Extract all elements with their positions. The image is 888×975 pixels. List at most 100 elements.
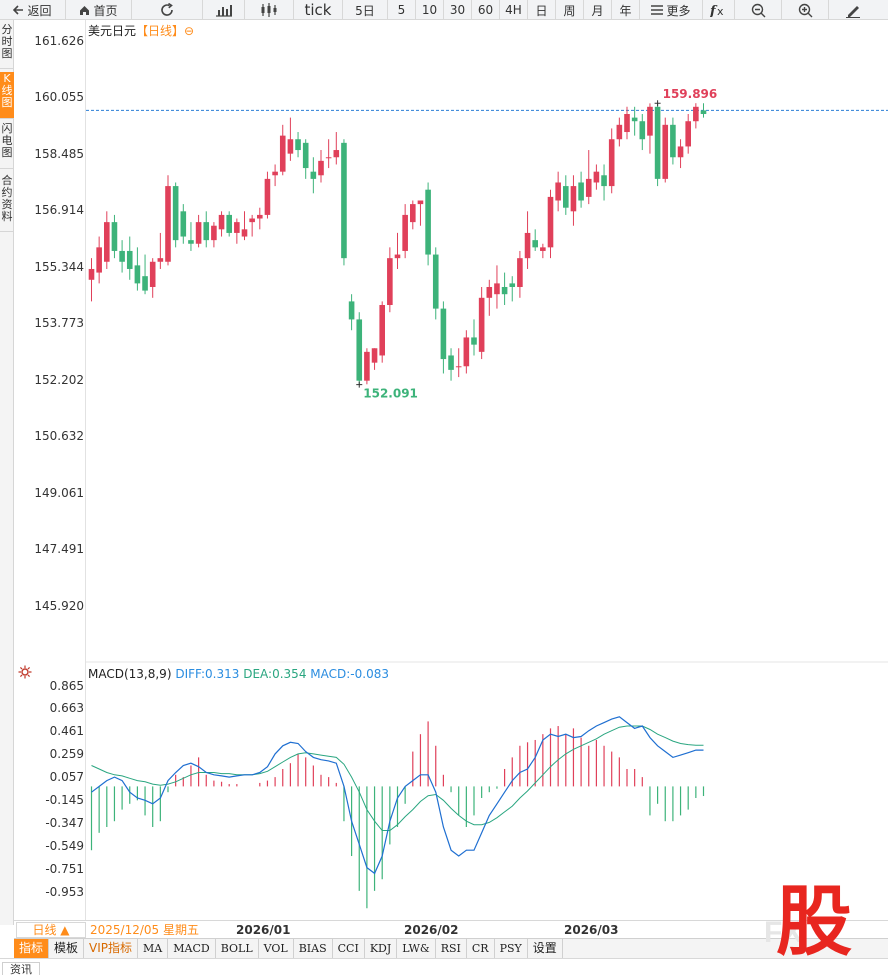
refresh-icon [159,3,175,17]
home-button[interactable]: 首页 [66,0,132,20]
candle-body [501,286,508,295]
period-30min-button[interactable]: 30 [444,0,472,20]
min-price-label: 152.091 [363,387,418,401]
period-60min-button[interactable]: 60 [472,0,500,20]
macd-dea-value: DEA:0.354 [243,667,307,681]
vip-indicator-tab[interactable]: VIP指标 [84,939,139,958]
indicator-ma[interactable]: MA [138,939,169,958]
settings-gear-icon[interactable] [18,665,32,679]
back-button[interactable]: 返回 [0,0,66,20]
zoom-in-icon [798,3,813,18]
indicator-macd[interactable]: MACD [168,939,216,958]
macd-tick: 0.461 [49,724,84,738]
time-axis: 日线 ▲ 2025/12/05 星期五 2026/01 2026/02 2026… [14,920,888,938]
candle-body [356,319,363,381]
tab-time-chart[interactable]: 分 时 图 [0,23,14,69]
candle-body [685,121,691,147]
candle-body [608,139,615,187]
candle-body [111,222,118,251]
collapse-toggle-icon[interactable]: ⊖ [184,24,195,38]
indicator-bias[interactable]: BIAS [294,939,333,958]
candle-body [165,186,171,262]
refresh-button[interactable] [132,0,203,20]
candle-body [318,160,324,176]
logo-watermark: FX [764,916,802,949]
news-tab[interactable]: 资讯 [2,962,40,975]
logo-glyph: 股 [776,880,852,958]
period-week-button[interactable]: 周 [556,0,584,20]
bar-chart-button[interactable] [203,0,245,20]
draw-tool-button[interactable] [829,0,877,20]
candle-body [264,178,271,215]
candle-body [455,366,462,368]
home-label: 首页 [93,3,118,18]
indicator-cci[interactable]: CCI [333,939,365,958]
tick-button[interactable]: tick [294,0,343,20]
indicator-psy[interactable]: PSY [495,939,528,958]
tab-kline-chart[interactable]: K 线 图 [0,72,14,119]
candle-body [394,254,401,259]
period-5day-button[interactable]: 5日 [343,0,388,20]
candle-body [532,240,538,248]
candle-body [463,337,470,367]
zoom-out-button[interactable] [735,0,782,20]
price-tick: 149.061 [34,486,84,500]
candle-body [241,229,248,237]
period-4h-button[interactable]: 4H [500,0,528,20]
template-tab[interactable]: 模板 [49,939,85,958]
pencil-icon [845,3,861,18]
more-button[interactable]: 更多 [640,0,703,20]
candle-body [333,150,340,158]
candle-body [662,124,669,179]
candle-body [279,135,286,172]
candle-body [272,171,278,176]
svg-text:f: f [710,4,718,17]
period-10min-button[interactable]: 10 [416,0,444,20]
period-month-button[interactable]: 月 [584,0,612,20]
candle-body [226,214,232,233]
candle-body [486,286,493,298]
candle-body [616,124,623,140]
candle-body [172,186,179,241]
price-tick: 147.491 [34,542,84,556]
indicator-settings[interactable]: 设置 [528,939,563,958]
macd-tick: -0.145 [45,793,84,807]
indicator-boll[interactable]: BOLL [216,939,259,958]
candle-button[interactable] [245,0,294,20]
candle-body [142,276,148,291]
period-day-button[interactable]: 日 [528,0,556,20]
period-year-button[interactable]: 年 [612,0,640,20]
candle-body [310,171,317,179]
indicator-rsi[interactable]: RSI [436,939,467,958]
period-5min-button[interactable]: 5 [388,0,416,20]
candle-body [134,265,141,284]
period-selector[interactable]: 日线 ▲ [16,922,86,938]
indicator-kdj[interactable]: KDJ [365,939,398,958]
macd-name: MACD(13,8,9) [88,667,172,681]
indicator-lw[interactable]: LW& [397,939,436,958]
candle-body [234,222,240,233]
candle-body [509,283,516,287]
candle-body [563,186,569,208]
zoom-in-button[interactable] [782,0,829,20]
candle-body [425,189,431,255]
tab-contract-info[interactable]: 合 约 资 料 [0,174,14,232]
indicator-cr[interactable]: CR [467,939,495,958]
candle-body [287,139,294,154]
candle-body [570,186,577,212]
macd-tick: 0.663 [49,701,84,715]
macd-tick: 0.259 [49,747,84,761]
macd-tick: -0.549 [45,839,84,853]
candle-body [693,106,699,122]
candle-body [295,139,301,151]
price-tick: 160.055 [34,90,84,104]
indicator-tab[interactable]: 指标 [14,939,50,958]
indicator-vol[interactable]: VOL [259,939,294,958]
tab-flash-chart[interactable]: 闪 电 图 [0,122,14,169]
back-arrow-icon [13,5,24,15]
candle-body [555,182,561,201]
candle-body [88,268,95,280]
